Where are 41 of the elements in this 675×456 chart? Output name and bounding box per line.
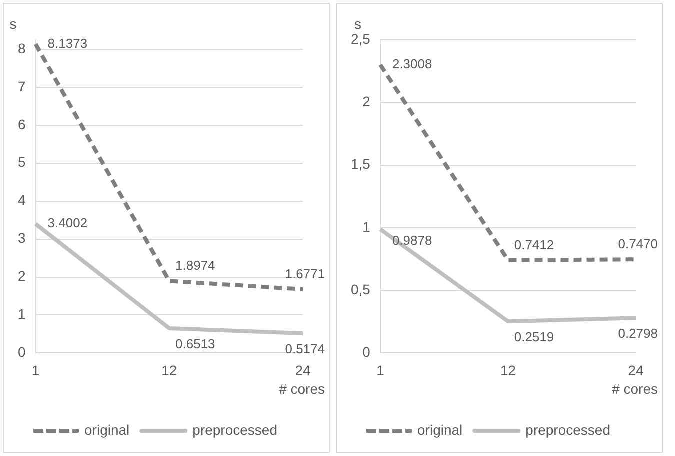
data-label: 0.5174 <box>285 342 325 357</box>
x-tick-label: 24 <box>628 362 644 378</box>
y-tick-label: 0,5 <box>350 281 371 298</box>
x-tick-label: 12 <box>162 362 178 378</box>
y-tick-label: 8 <box>18 40 26 56</box>
y-axis-title: s <box>10 16 17 32</box>
y-tick-label: 2,5 <box>350 30 371 47</box>
data-label: 2.3008 <box>392 56 432 72</box>
data-label: 1.8974 <box>176 258 216 274</box>
y-tick-label: 2 <box>362 94 371 110</box>
y-tick-label: 1 <box>362 218 371 235</box>
y-tick-label: 6 <box>18 116 26 132</box>
y-tick-label: 4 <box>18 192 26 208</box>
y-tick-label: 0 <box>18 344 26 360</box>
x-axis-title: # cores <box>612 381 658 398</box>
legend-label: preprocessed <box>526 422 610 438</box>
y-tick-label: 5 <box>18 154 26 170</box>
x-axis-title: # cores <box>279 381 325 398</box>
data-label: 0.7412 <box>514 237 554 252</box>
data-label: 0.2519 <box>514 330 554 345</box>
y-tick-label: 3 <box>18 230 26 246</box>
data-label: 0.2798 <box>618 326 658 342</box>
y-tick-label: 1,5 <box>350 156 371 172</box>
data-label: 0.9878 <box>392 233 432 248</box>
data-label: 8.1373 <box>48 36 88 51</box>
y-tick-label: 2 <box>18 268 26 284</box>
x-tick-label: 1 <box>32 362 40 378</box>
y-tick-label: 1 <box>18 306 26 322</box>
x-tick-label: 12 <box>500 362 516 378</box>
legend-label: preprocessed <box>192 422 278 438</box>
data-label: 1.6771 <box>285 266 325 282</box>
x-tick-label: 1 <box>376 362 385 378</box>
data-label: 0.6513 <box>176 336 216 352</box>
y-axis-title: s <box>354 16 362 32</box>
legend-label: original <box>84 422 130 438</box>
y-tick-label: 0 <box>362 344 371 360</box>
y-tick-label: 7 <box>18 78 26 94</box>
x-tick-label: 24 <box>295 362 311 378</box>
data-label: 3.4002 <box>48 216 88 231</box>
data-label: 0.7470 <box>618 236 658 252</box>
legend-label: original <box>418 422 463 438</box>
